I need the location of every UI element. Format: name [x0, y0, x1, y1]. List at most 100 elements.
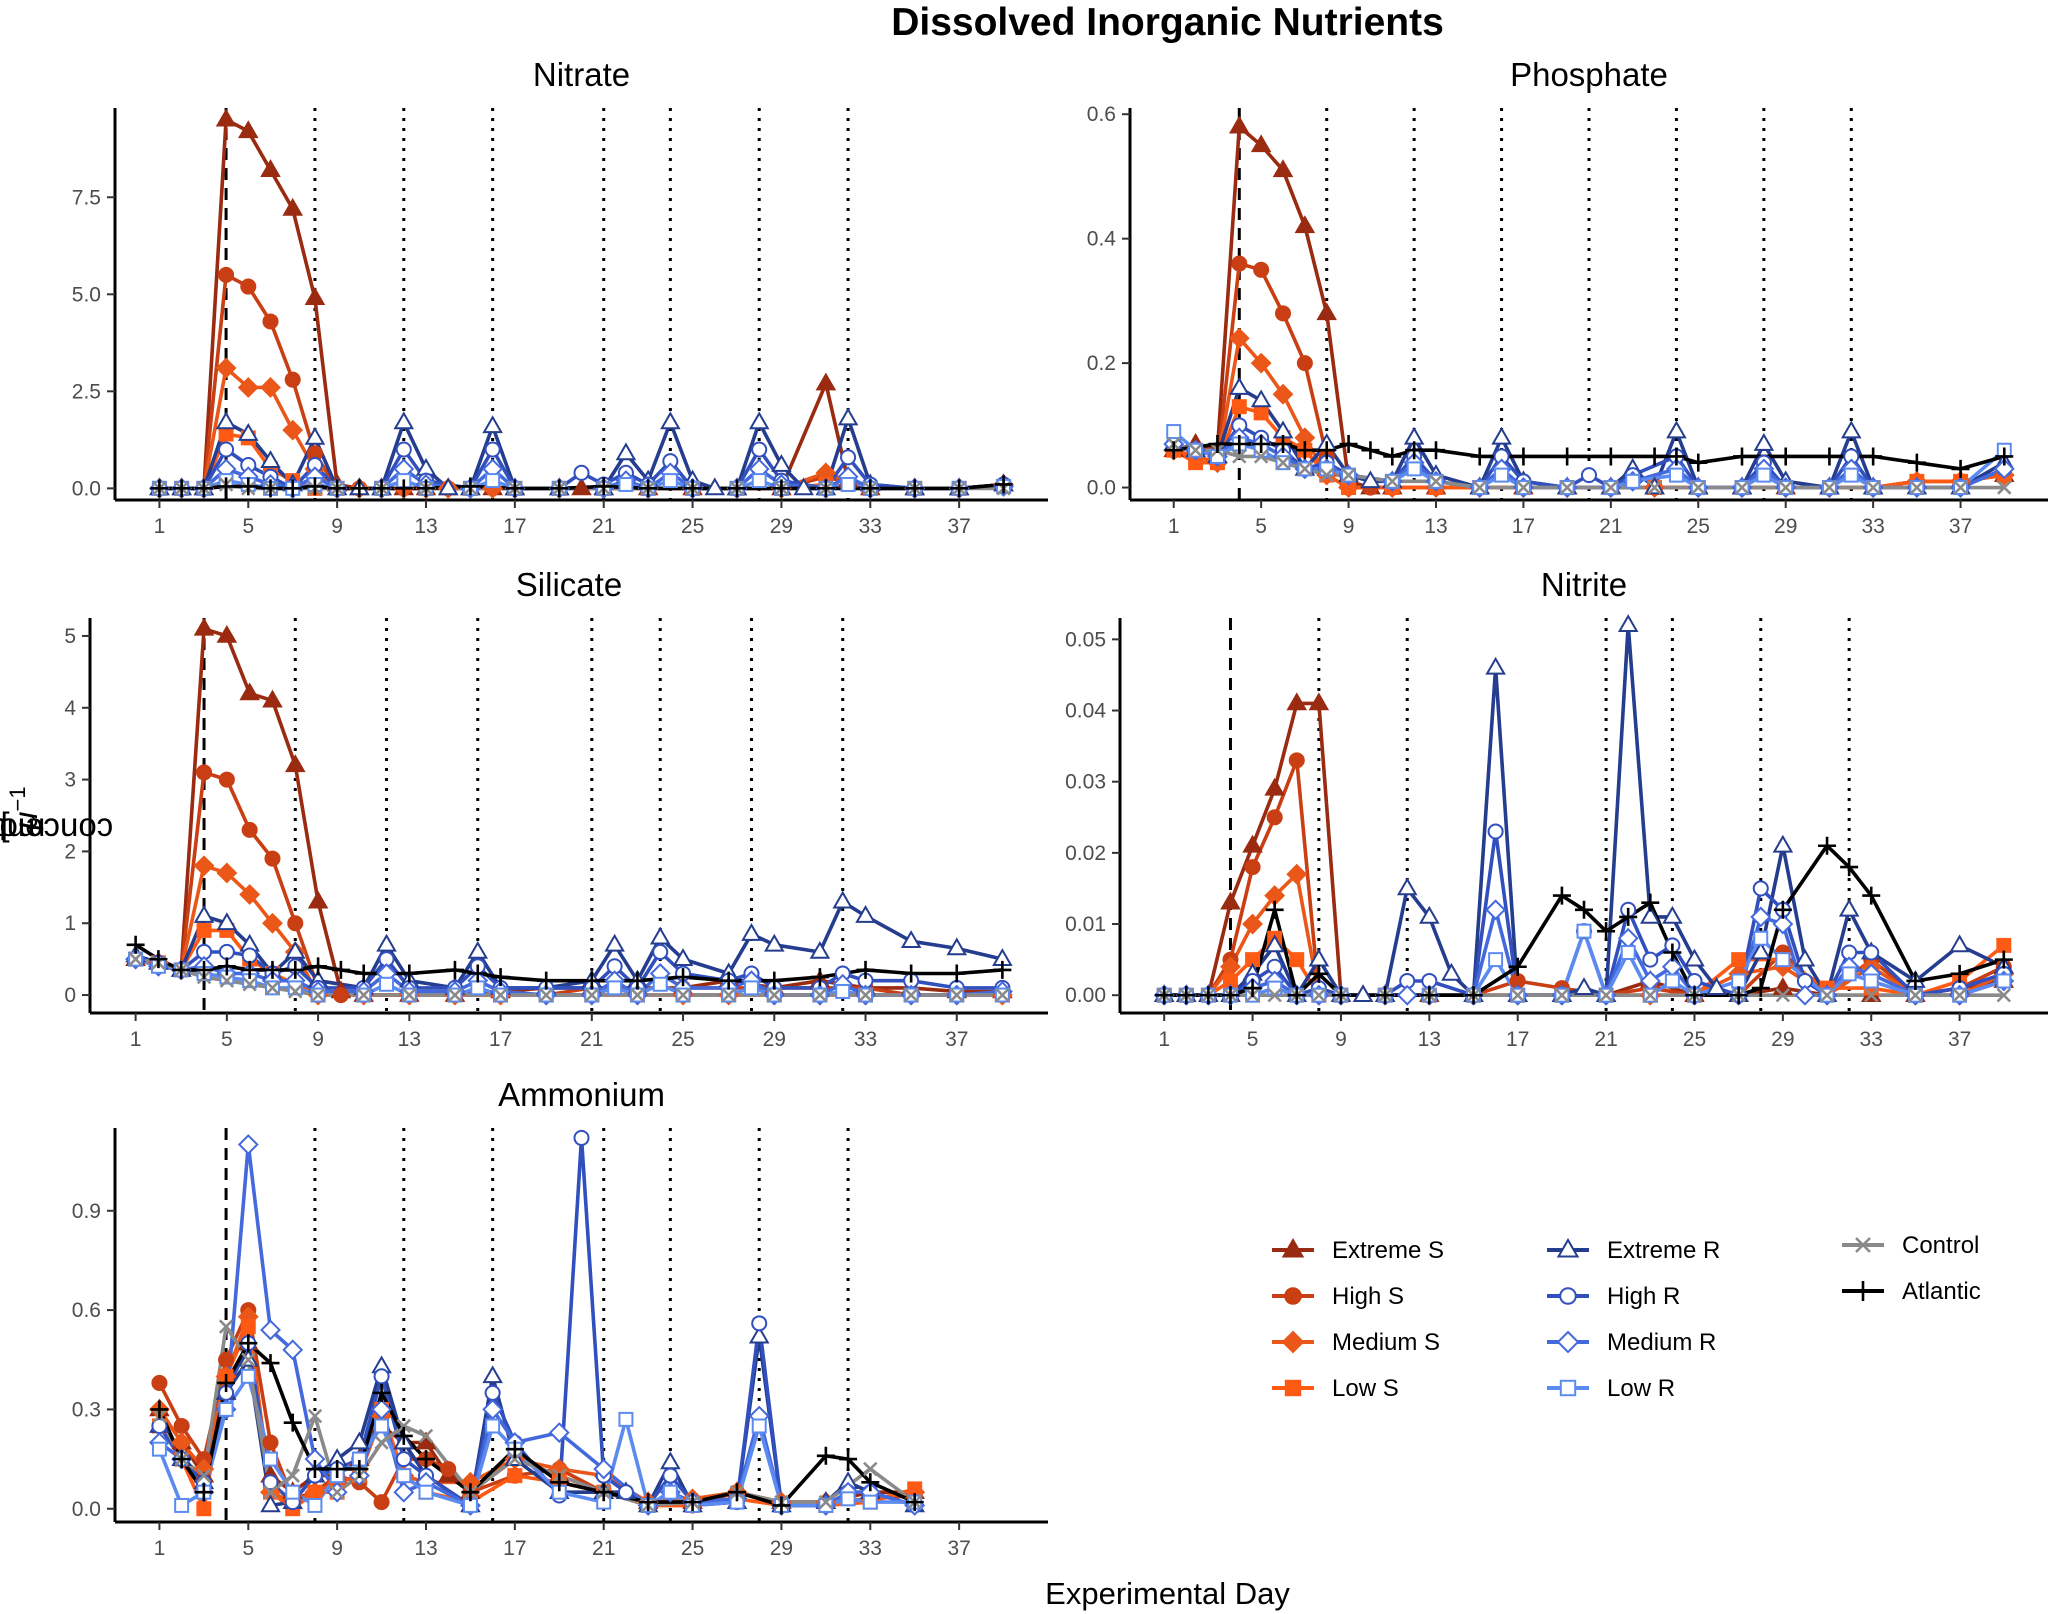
data-point-atlantic — [1339, 435, 1358, 453]
data-point-atlantic — [305, 1460, 324, 1479]
data-point-extreme-r — [1250, 389, 1272, 408]
data-point-atlantic — [1287, 986, 1306, 1005]
data-point-extreme-r — [482, 1365, 503, 1384]
x-tick-label: 25 — [1687, 515, 1710, 538]
data-point-medium-s — [282, 419, 304, 441]
y-tick-label: 0.2 — [1087, 352, 1116, 375]
x-tick-label: 5 — [221, 1028, 233, 1051]
data-point-high-r — [662, 1467, 679, 1484]
data-point-extreme-r — [260, 1494, 281, 1513]
data-point-low-r — [1625, 473, 1641, 489]
data-point-low-r — [287, 980, 303, 996]
data-point-control — [1643, 987, 1658, 1003]
data-point-control — [1909, 480, 1925, 495]
data-point-low-r — [307, 1497, 323, 1513]
y-tick-label: 4 — [64, 697, 76, 720]
data-point-extreme-s — [304, 287, 326, 306]
data-point-extreme-r — [771, 454, 792, 472]
data-point-extreme-r — [304, 426, 326, 445]
data-point-low-r — [174, 1497, 190, 1513]
data-point-control — [1996, 987, 2012, 1003]
data-point-low-s — [240, 1319, 256, 1335]
data-point-high-r — [241, 947, 258, 964]
data-point-extreme-r — [741, 922, 762, 941]
data-point-atlantic — [1177, 986, 1196, 1005]
data-point-control — [1341, 467, 1356, 483]
data-point-atlantic — [491, 968, 510, 987]
data-point-low-r — [1753, 930, 1769, 946]
x-tick-label: 25 — [1683, 1028, 1706, 1051]
data-point-extreme-r — [1441, 962, 1462, 981]
data-point-control — [242, 977, 257, 992]
data-point-atlantic — [1773, 900, 1792, 919]
x-tick-label: 1 — [1168, 515, 1180, 538]
data-point-extreme-r — [415, 457, 437, 476]
data-point-low-s — [218, 426, 234, 442]
data-point-low-r — [1731, 973, 1747, 989]
y-tick-label: 0.00 — [1065, 984, 1106, 1007]
data-point-atlantic — [1295, 441, 1314, 460]
data-point-control — [1311, 987, 1327, 1003]
y-tick-label: 2 — [64, 840, 76, 863]
x-tick-label: 21 — [580, 1028, 603, 1051]
data-point-atlantic — [331, 960, 350, 979]
data-point-medium-r — [1993, 458, 2015, 480]
data-point-low-r — [1668, 467, 1684, 483]
data-point-extreme-s — [262, 689, 283, 708]
data-point-atlantic — [1818, 836, 1837, 855]
data-point-control — [374, 1435, 389, 1450]
data-point-control — [1188, 443, 1203, 458]
panel-title-nitrate: Nitrate — [533, 56, 630, 93]
x-tick-label: 5 — [242, 1537, 254, 1560]
data-point-low-r — [470, 980, 486, 996]
data-point-extreme-r — [604, 933, 625, 952]
x-tick-label: 33 — [859, 1537, 882, 1560]
series-line-extreme-s — [135, 627, 1003, 997]
data-point-low-r — [418, 1484, 434, 1500]
data-point-atlantic — [1840, 858, 1859, 877]
data-point-control — [507, 1451, 523, 1467]
data-point-extreme-r — [748, 1325, 770, 1344]
data-point-atlantic — [328, 1460, 347, 1479]
data-point-atlantic — [1663, 943, 1682, 962]
data-point-high-r — [1642, 951, 1659, 968]
y-tick-label: 0.03 — [1065, 771, 1106, 794]
y-tick-label: 0.04 — [1065, 700, 1106, 723]
data-point-control — [721, 987, 736, 1003]
data-point-high-s — [1244, 859, 1261, 876]
data-point-atlantic — [1427, 441, 1445, 460]
data-point-atlantic — [1558, 447, 1577, 466]
data-point-control — [1952, 987, 1967, 1003]
x-tick-label: 25 — [671, 1028, 694, 1051]
data-point-atlantic — [537, 971, 556, 990]
data-point-atlantic — [261, 479, 280, 498]
data-point-medium-s — [237, 377, 259, 398]
legend-marker — [1281, 1237, 1305, 1258]
data-point-medium-r — [548, 1422, 570, 1444]
data-point-atlantic — [683, 1493, 702, 1512]
x-tick-label: 5 — [242, 515, 254, 538]
y-tick-label: 0.0 — [1087, 477, 1116, 500]
data-point-extreme-r — [1573, 977, 1595, 995]
data-point-medium-r — [1772, 913, 1794, 935]
data-point-high-r — [484, 1384, 501, 1401]
data-point-control — [584, 987, 600, 1003]
x-tick-label: 29 — [1771, 1028, 1794, 1051]
data-point-control — [396, 1418, 412, 1434]
data-point-extreme-r — [467, 940, 489, 959]
y-tick-label: 0.6 — [1087, 103, 1116, 126]
data-point-low-r — [1841, 966, 1857, 982]
data-point-extreme-s — [1308, 692, 1330, 711]
data-point-atlantic — [772, 479, 791, 498]
data-point-low-s — [1253, 405, 1269, 421]
data-point-medium-r — [282, 1339, 304, 1361]
data-point-atlantic — [1776, 447, 1795, 466]
x-tick-label: 13 — [414, 515, 437, 538]
x-tick-label: 29 — [1774, 515, 1797, 538]
data-point-control — [538, 987, 554, 1003]
data-point-high-s — [240, 278, 257, 295]
data-point-low-s — [507, 1468, 523, 1484]
data-point-extreme-r — [260, 450, 281, 469]
